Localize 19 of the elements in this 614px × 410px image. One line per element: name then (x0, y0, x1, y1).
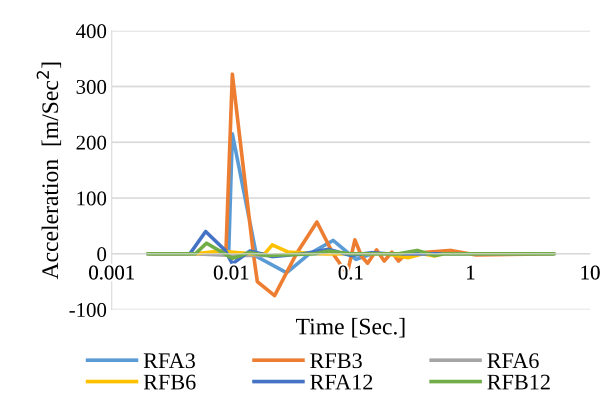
y-tick-label: 400 (76, 24, 106, 38)
y-tick-label: 0 (97, 247, 106, 262)
x-axis-title: Time [Sec.] (296, 318, 404, 338)
x-tick-label: 1 (467, 266, 474, 280)
y-tick-label: -100 (69, 302, 106, 317)
y-tick-label: 300 (76, 80, 106, 94)
legend-label: RFA6 (487, 353, 539, 368)
y-tick-label: 100 (77, 191, 106, 206)
legend-label: RFA3 (144, 353, 195, 368)
y-tick-label: 200 (76, 136, 106, 150)
x-tick-label: 0.01 (214, 266, 248, 280)
legend-label: RFB6 (144, 374, 196, 390)
x-tick-label: 0.001 (89, 266, 134, 280)
legend-label: RFB3 (310, 353, 362, 368)
x-tick-label: 0.1 (338, 266, 363, 280)
x-tick-label: 10 (581, 266, 600, 280)
legend-label: RFA12 (310, 374, 372, 390)
y-axis-title: Acceleration [m/Sec$^{2}$] (36, 62, 62, 280)
legend-label: RFB12 (487, 374, 550, 390)
